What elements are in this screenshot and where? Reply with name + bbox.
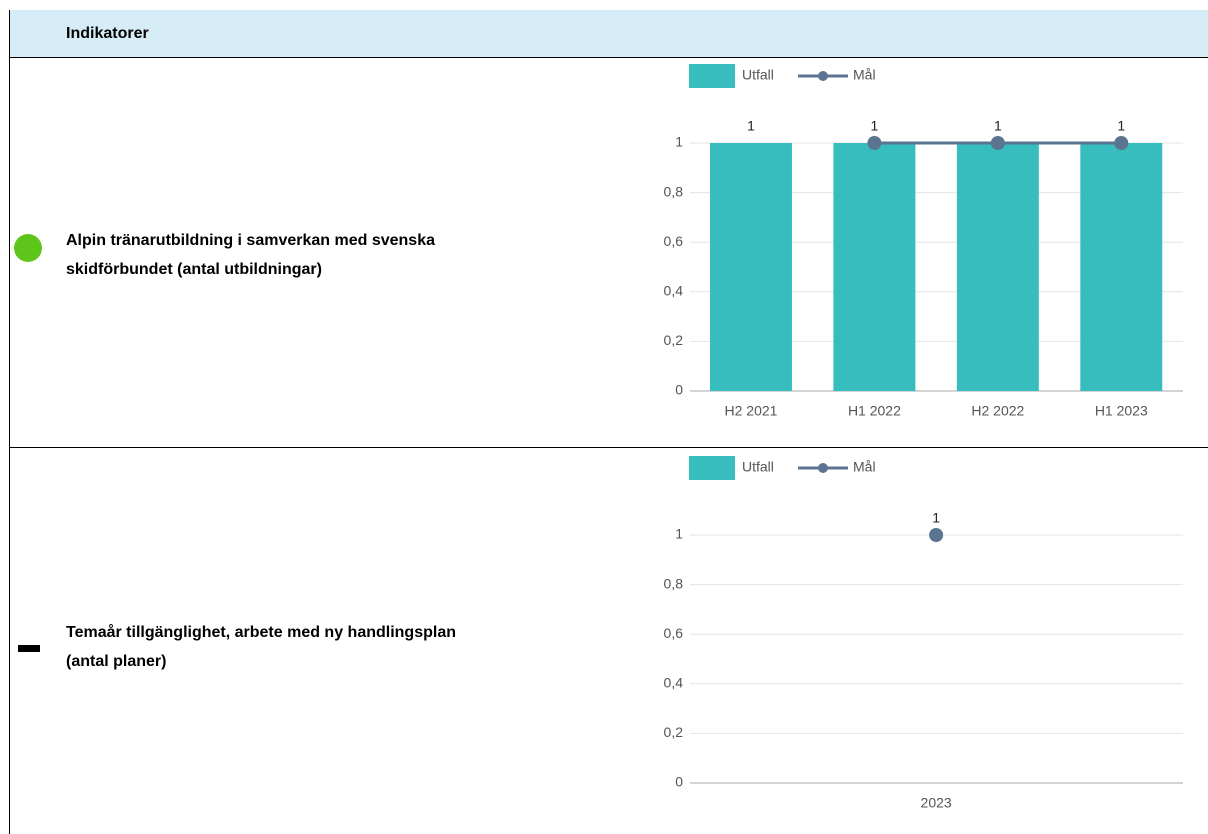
value-label: 1 [932,510,940,526]
y-tick-label: 0,2 [664,724,684,740]
legend-label: Utfall [742,67,774,83]
value-label: 1 [994,118,1002,134]
line-marker [990,136,1005,150]
y-tick-label: 0 [675,382,683,398]
indicator-label: skidförbundet (antal utbildningar) [66,261,322,278]
y-tick-label: 0,4 [664,675,684,691]
bar [709,143,792,391]
legend-label: Mål [853,67,876,83]
bar [956,143,1039,391]
status-none [18,645,40,652]
y-tick-label: 1 [675,134,683,150]
legend-marker [818,71,828,81]
legend-swatch [689,64,735,88]
y-tick-label: 1 [675,526,683,542]
line-marker [1114,136,1129,150]
x-tick-label: H1 2022 [848,403,901,419]
legend-label: Mål [853,459,876,475]
line-marker [867,136,882,150]
x-tick-label: H1 2023 [1095,403,1148,419]
bar [833,143,916,391]
x-tick-label: 2023 [921,795,952,811]
value-label: 1 [1117,118,1125,134]
header-bg [9,10,1208,57]
indicator-label: Alpin tränarutbildning i samverkan med s… [66,232,435,249]
y-tick-label: 0,2 [664,332,684,348]
y-tick-label: 0 [675,774,683,790]
indicator-label: Temaår tillgänglighet, arbete med ny han… [66,623,456,641]
legend-marker [818,463,828,473]
status-green [14,234,42,262]
indicator-label: (antal planer) [66,653,166,670]
x-tick-label: H2 2022 [971,403,1024,419]
value-label: 1 [871,118,879,134]
bar [1080,143,1163,391]
header-title: Indikatorer [66,25,149,42]
value-label: 1 [747,118,755,134]
y-tick-label: 0,6 [664,625,684,641]
x-tick-label: H2 2021 [725,403,778,419]
y-tick-label: 0,6 [664,233,684,249]
legend-swatch [689,456,735,480]
y-tick-label: 0,4 [664,283,684,299]
legend-label: Utfall [742,459,774,475]
y-tick-label: 0,8 [664,183,684,199]
line-marker [929,528,944,542]
y-tick-label: 0,8 [664,575,684,591]
